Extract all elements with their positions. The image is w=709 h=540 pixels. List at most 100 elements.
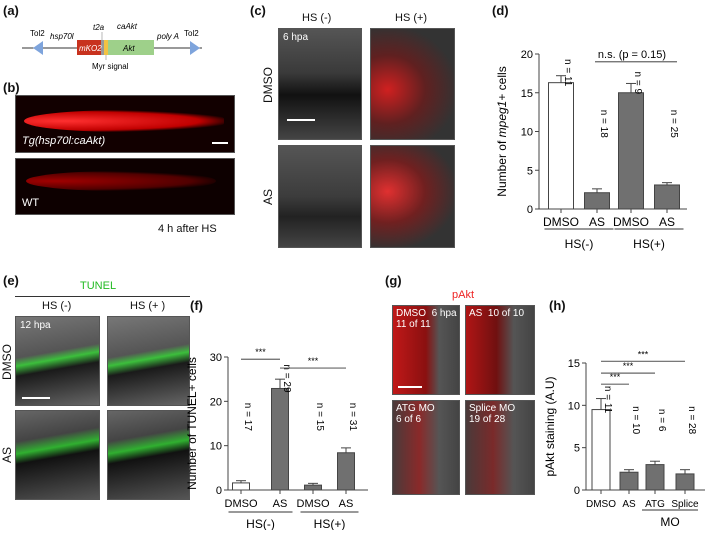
g-as-count: 10 of 10 xyxy=(487,308,525,319)
category-label: DMSO xyxy=(543,215,579,229)
y-tick-label: 20 xyxy=(521,49,533,61)
c-image-as-hs-plus xyxy=(370,145,455,248)
y-tick-label: 0 xyxy=(216,485,222,497)
bar xyxy=(645,464,665,491)
y-tick-label: 30 xyxy=(210,352,222,364)
e-row-as: AS xyxy=(0,447,14,464)
n-label: n = 28 xyxy=(686,406,697,435)
category-label: AS xyxy=(339,498,354,510)
t2a-box xyxy=(101,40,104,55)
y-axis-label-part: Number of TUNEL+ cells xyxy=(185,357,199,490)
group-label: HS(+) xyxy=(633,237,665,251)
e-row-dmso: DMSO xyxy=(0,344,14,380)
bar xyxy=(619,471,639,491)
myr-label: Myr signal xyxy=(92,62,129,71)
y-axis-label: Number of TUNEL+ cells xyxy=(185,357,199,490)
significance-label: *** xyxy=(308,356,319,366)
myr-box xyxy=(104,40,108,55)
n-label: n = 6 xyxy=(656,409,667,432)
category-label: AS xyxy=(273,498,288,510)
panel-a-label: (a) xyxy=(3,3,19,18)
y-axis-label-part: pAkt staining (A.U) xyxy=(543,376,557,476)
e-image-dmso-hs-plus xyxy=(107,316,190,406)
significance-label: *** xyxy=(610,372,621,382)
n-label: n = 25 xyxy=(668,110,679,139)
bar xyxy=(654,184,680,210)
tol2-right-label: Tol2 xyxy=(184,29,199,38)
n-label: n = 9 xyxy=(632,71,643,94)
scale-bar xyxy=(212,142,228,144)
bar xyxy=(337,452,355,491)
y-tick-label: 10 xyxy=(521,127,533,139)
n-label: n = 11 xyxy=(562,59,573,87)
panel-e-label: (e) xyxy=(3,273,19,288)
bar xyxy=(675,473,695,491)
transgenic-label: Tg(hsp70l:caAkt) xyxy=(22,135,106,147)
category-label: AS xyxy=(589,215,605,229)
akt-label: Akt xyxy=(122,44,135,53)
y-tick-label: 10 xyxy=(210,441,222,453)
c-col-hs-minus: HS (-) xyxy=(302,12,332,24)
e-image-as-hs-minus xyxy=(15,410,100,500)
g-time-label: 6 hpa xyxy=(431,308,457,319)
category-label: DMSO xyxy=(297,498,330,510)
e-col-hs-plus: HS (+ ) xyxy=(130,300,166,312)
n-label: n = 17 xyxy=(242,403,253,432)
tol2-left-label: Tol2 xyxy=(30,29,45,38)
bar xyxy=(304,484,322,491)
panel-d-label: (d) xyxy=(492,3,509,18)
y-tick-label: 15 xyxy=(521,88,533,100)
transgenic-image: Tg(hsp70l:caAkt) xyxy=(15,95,235,153)
akt-box xyxy=(108,40,154,55)
bar xyxy=(584,192,610,210)
scale-bar xyxy=(22,397,50,399)
g-atg-count: 6 of 6 xyxy=(396,414,422,425)
y-axis-label: Number of mpeg1+ cells xyxy=(495,66,509,196)
scale-bar xyxy=(398,386,422,388)
category-label: DMSO xyxy=(613,215,649,229)
bar xyxy=(591,409,611,491)
panel-h-label: (h) xyxy=(549,298,566,313)
y-tick-label: 0 xyxy=(574,485,580,497)
y-axis-label: pAkt staining (A.U) xyxy=(543,376,557,476)
category-label: DMSO xyxy=(586,499,616,510)
bar xyxy=(618,92,644,210)
g-dmso-label: DMSO xyxy=(396,308,426,319)
y-tick-label: 5 xyxy=(574,443,580,455)
g-splice-count: 19 of 28 xyxy=(469,414,506,425)
g-dmso-count: 11 of 11 xyxy=(396,319,431,330)
category-label: AS xyxy=(622,499,636,510)
category-label: Splice xyxy=(671,499,699,510)
category-label: DMSO xyxy=(225,498,258,510)
group-label: HS(-) xyxy=(565,237,594,251)
n-label: n = 29 xyxy=(281,364,292,393)
e-stain-label: TUNEL xyxy=(80,280,117,292)
significance-label: *** xyxy=(255,347,266,357)
significance-label: *** xyxy=(623,361,634,371)
c-image-dmso-hs-minus: 6 hpa xyxy=(278,28,362,140)
tol2-left-arrow-icon xyxy=(33,41,43,55)
panel-c-label: (c) xyxy=(250,3,266,18)
wt-image: WT xyxy=(15,158,235,215)
tol2-right-arrow-icon xyxy=(190,41,200,55)
panel-f-label: (f) xyxy=(190,298,203,313)
y-tick-label: 5 xyxy=(527,165,533,177)
g-image-atg-mo: ATG MO 6 of 6 xyxy=(392,400,460,495)
t2a-label: t2a xyxy=(93,23,105,32)
e-header-line xyxy=(15,296,190,297)
c-image-as-hs-minus xyxy=(278,145,362,248)
g-atg-label: ATG MO xyxy=(396,403,435,414)
n-label: n = 10 xyxy=(630,406,641,435)
mko2-box xyxy=(77,40,101,55)
bar xyxy=(548,82,574,210)
n-label: n = 11 xyxy=(602,386,613,414)
c-image-dmso-hs-plus xyxy=(370,28,455,140)
c-col-hs-plus: HS (+) xyxy=(395,12,428,24)
c-row-as: AS xyxy=(261,189,275,206)
mko2-label: mKO2 xyxy=(79,44,102,53)
e-image-dmso-hs-minus: 12 hpa xyxy=(15,316,100,406)
bar xyxy=(271,387,289,491)
scale-bar xyxy=(287,119,315,121)
g-image-as: AS 10 of 10 xyxy=(465,305,535,395)
significance-label: *** xyxy=(638,349,649,359)
